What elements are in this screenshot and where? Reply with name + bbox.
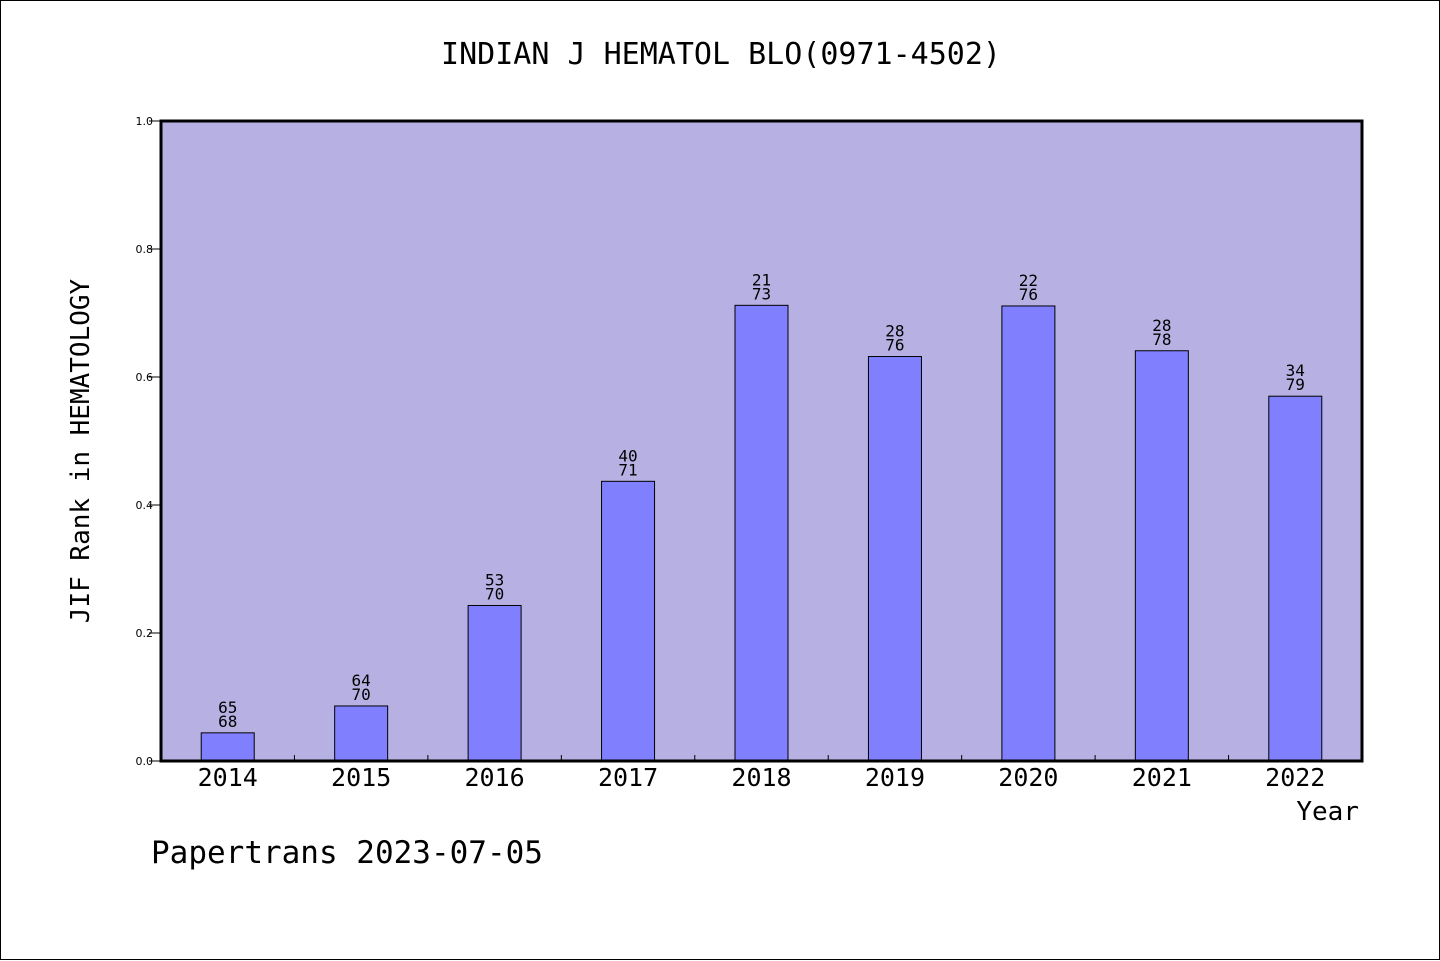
x-axis-label: Year bbox=[1296, 797, 1359, 827]
bar-2018 bbox=[734, 304, 789, 762]
bar-2017 bbox=[601, 480, 656, 762]
y-tick-label-0: 0.0 bbox=[136, 755, 154, 768]
x-tick-label-2019: 2019 bbox=[865, 763, 925, 792]
bar-total-label-2017: 71 bbox=[618, 460, 637, 479]
bar-total-label-2018: 73 bbox=[752, 284, 771, 303]
plot-frame bbox=[159, 119, 1364, 763]
bar-rank-label-2021: 28 bbox=[1152, 316, 1171, 335]
x-tick-label-2020: 2020 bbox=[998, 763, 1058, 792]
y-tick-label-4: 0.8 bbox=[136, 243, 154, 256]
bar-total-label-2021: 78 bbox=[1152, 330, 1171, 349]
bar-rank-label-2019: 28 bbox=[885, 322, 904, 341]
bar-rank-label-2015: 64 bbox=[352, 671, 371, 690]
bar-total-label-2020: 76 bbox=[1019, 285, 1038, 304]
bar-2014 bbox=[200, 732, 255, 762]
footer-credit: Papertrans 2023-07-05 bbox=[151, 835, 543, 871]
bar-total-label-2022: 79 bbox=[1286, 375, 1305, 394]
bar-total-label-2014: 68 bbox=[218, 712, 237, 731]
bar-rank-label-2016: 53 bbox=[485, 570, 504, 589]
bar-rank-label-2017: 40 bbox=[618, 446, 637, 465]
y-tick-label-2: 0.4 bbox=[136, 499, 154, 512]
bar-2019 bbox=[867, 356, 922, 762]
bar-2020 bbox=[1001, 305, 1056, 762]
y-tick-label-3: 0.6 bbox=[136, 371, 154, 384]
bar-rank-label-2014: 65 bbox=[218, 698, 237, 717]
bar-2015 bbox=[334, 705, 389, 762]
bar-2016 bbox=[467, 604, 522, 762]
y-tick-label-1: 0.2 bbox=[136, 627, 154, 640]
bar-total-label-2016: 70 bbox=[485, 584, 504, 603]
x-tick-label-2017: 2017 bbox=[598, 763, 658, 792]
x-tick-label-2018: 2018 bbox=[731, 763, 791, 792]
x-tick-label-2016: 2016 bbox=[465, 763, 525, 792]
bar-2021 bbox=[1134, 350, 1189, 762]
bar-rank-label-2018: 21 bbox=[752, 270, 771, 289]
x-tick-label-2022: 2022 bbox=[1265, 763, 1325, 792]
bar-2022 bbox=[1268, 395, 1323, 762]
x-tick-label-2021: 2021 bbox=[1132, 763, 1192, 792]
chart-title: INDIAN J HEMATOL BLO(0971-4502) bbox=[441, 37, 1001, 72]
y-tick-label-5: 1.0 bbox=[136, 115, 154, 128]
x-tick-label-2015: 2015 bbox=[331, 763, 391, 792]
bar-rank-label-2020: 22 bbox=[1019, 271, 1038, 290]
bar-total-label-2019: 76 bbox=[885, 336, 904, 355]
bar-rank-label-2022: 34 bbox=[1286, 361, 1305, 380]
bar-total-label-2015: 70 bbox=[352, 685, 371, 704]
x-tick-label-2014: 2014 bbox=[198, 763, 258, 792]
